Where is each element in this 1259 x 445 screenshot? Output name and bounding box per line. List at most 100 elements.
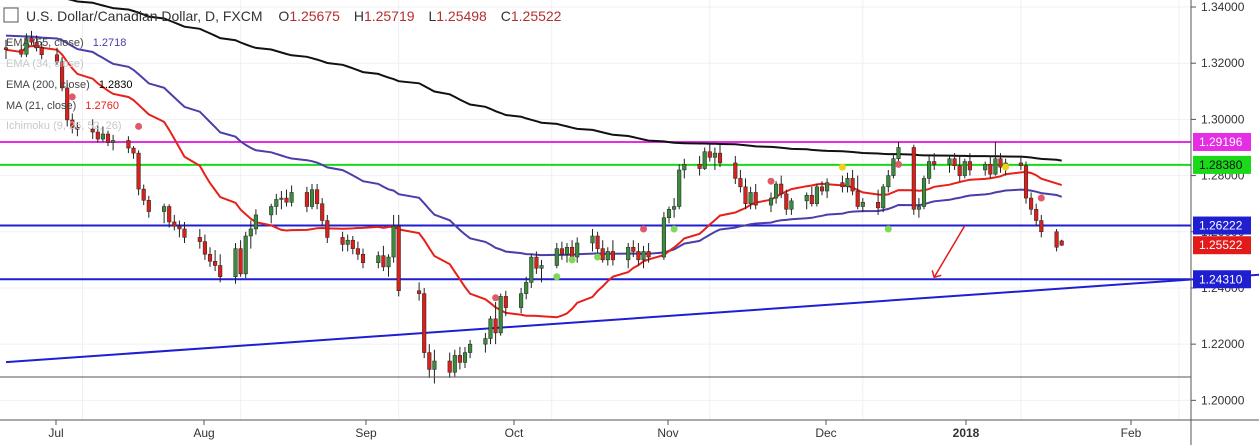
candle-body-134 (967, 161, 972, 171)
price-axis[interactable]: 1.340001.320001.300001.280001.260001.240… (1191, 0, 1251, 407)
candle-body-97 (707, 151, 712, 158)
candle-body-117 (850, 178, 855, 192)
time-tick-label-7: Feb (1121, 426, 1142, 440)
candle-body-34 (248, 228, 253, 237)
candle-body-115 (840, 182, 845, 188)
candle-body-67 (493, 318, 498, 334)
candle-body-3 (29, 37, 34, 43)
candle-body-98 (712, 152, 717, 158)
candle-body-142 (1029, 197, 1034, 210)
indicator-label-ichimoku: Ichimoku (9, 26, 52, 26) (6, 120, 122, 132)
candle-body-63 (462, 352, 468, 363)
candle-body-111 (809, 195, 814, 204)
candle-body-122 (886, 175, 891, 188)
candle-body-105 (768, 197, 774, 206)
candle-body-95 (697, 164, 702, 169)
candle-body-80 (590, 235, 595, 244)
candle-body-0 (3, 47, 9, 50)
candle-body-40 (289, 192, 294, 203)
candle-body-5 (39, 47, 44, 56)
candle-body-84 (610, 251, 615, 261)
signal-dot-4 (568, 256, 576, 264)
level-tag-3-bg (1193, 270, 1251, 289)
candle-body-112 (814, 186, 819, 204)
time-tick-label-6: 2018 (953, 426, 980, 440)
candle-body-46 (340, 237, 345, 245)
candle-body-119 (860, 202, 865, 207)
candle-body-114 (825, 182, 830, 192)
candle-body-143 (1034, 209, 1039, 221)
level-tag-1-label: 1.28380 (1199, 158, 1243, 172)
candle-body-7 (60, 61, 65, 89)
candle-body-36 (269, 206, 274, 216)
time-axis[interactable]: Jul Aug Sep Oct Nov Dec 2018 Feb (48, 420, 1142, 440)
high-label: H (354, 8, 364, 24)
candle-body-2 (24, 37, 29, 55)
candle-body-128 (927, 161, 932, 179)
candle-body-42 (309, 189, 315, 207)
candle-body-1 (19, 49, 24, 55)
candle-body-14 (105, 133, 111, 143)
candle-body-62 (457, 355, 462, 363)
candle-body-141 (1023, 165, 1029, 199)
signal-dot-3 (553, 273, 561, 281)
candle-body-118 (855, 190, 860, 207)
low-label: L (428, 8, 436, 24)
candle-body-107 (779, 183, 784, 195)
signal-dot-8 (767, 177, 775, 185)
signal-dot-5 (594, 253, 602, 261)
signal-dots (68, 93, 1045, 302)
candle-body-110 (804, 195, 809, 202)
level-tag-1-bg (1193, 155, 1251, 174)
candle-body-146 (1059, 240, 1064, 246)
indicator-label-ema55: EMA (55, close) (6, 37, 84, 49)
candle-body-75 (554, 248, 559, 266)
level-tag-2-bg (1193, 216, 1251, 235)
candle-body-65 (483, 338, 488, 345)
candle-body-133 (962, 161, 967, 176)
candle-body-11 (90, 128, 95, 133)
candle-body-37 (274, 199, 279, 207)
svg-text:U.S. Dollar/Canadian Dollar, D: U.S. Dollar/Canadian Dollar, D, FXCM O1.… (26, 8, 562, 24)
candle-body-96 (702, 151, 707, 169)
candle-body-28 (207, 253, 213, 262)
candle-body-132 (957, 165, 962, 176)
arrow-shaft (933, 225, 966, 278)
signal-dot-6 (640, 225, 647, 233)
candle-body-61 (452, 355, 457, 373)
candle-body-106 (774, 183, 779, 199)
candle-body-30 (218, 265, 223, 277)
ma21-line (5, 44, 1063, 319)
trendline-group[interactable] (5, 273, 1259, 364)
candle-body-9 (70, 119, 75, 128)
legend[interactable]: U.S. Dollar/Canadian Dollar, D, FXCM O1.… (3, 7, 562, 132)
candle-body-53 (386, 256, 391, 268)
signal-dot-1 (135, 122, 143, 130)
horizontal-levels[interactable] (0, 140, 1191, 281)
price-tick-label-0: 1.34000 (1201, 0, 1245, 14)
candle-body-16 (126, 140, 131, 149)
indicator-label-ema200: EMA (200, close) (6, 79, 90, 91)
candle-body-26 (197, 237, 202, 242)
candle-body-48 (350, 239, 355, 249)
symbol-icon[interactable] (3, 7, 19, 23)
candle-body-85 (626, 246, 631, 261)
candle-body-24 (177, 225, 182, 230)
candle-body-39 (284, 197, 289, 203)
candle-body-76 (559, 248, 564, 255)
candle-body-86 (631, 246, 636, 252)
candle-body-93 (677, 169, 682, 207)
candle-body-136 (988, 164, 993, 175)
candle-body-35 (253, 214, 258, 230)
candle-body-52 (381, 255, 386, 268)
candle-body-92 (672, 206, 677, 210)
signal-dot-9 (838, 163, 846, 171)
signal-dot-0 (68, 93, 76, 101)
indicator-label-ma21: MA (21, close) (6, 100, 76, 112)
ema200-line (67, 0, 1062, 162)
candle-body-8 (65, 87, 70, 121)
time-tick-label-1: Aug (193, 426, 214, 440)
candle-body-59 (432, 360, 437, 370)
indicator-label-ema34: EMA (34, close) (6, 58, 84, 70)
